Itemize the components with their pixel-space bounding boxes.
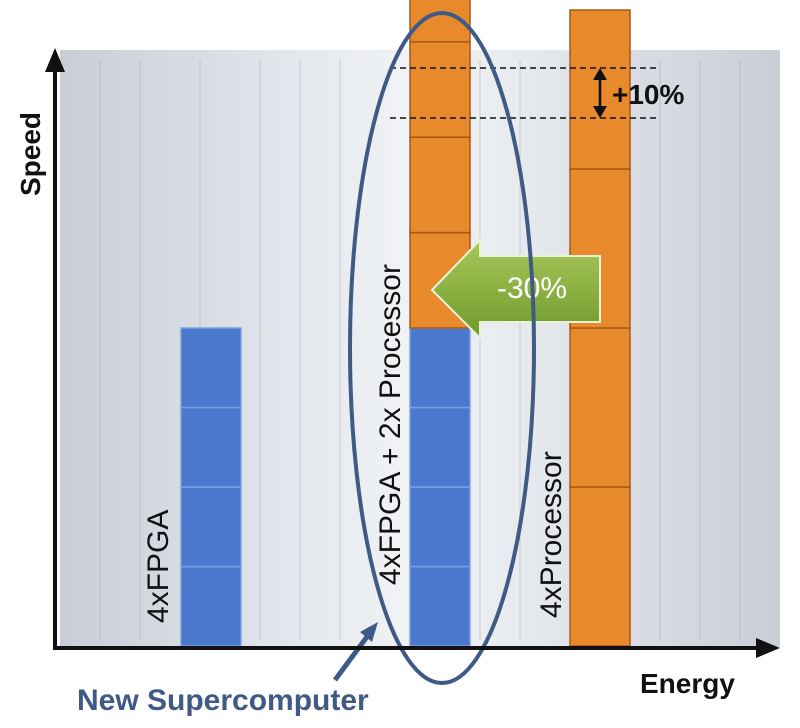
bar-segment-fpga <box>409 406 471 488</box>
bar-label-processor: 4xProcessor <box>535 451 568 618</box>
bar-segment-fpga <box>180 327 242 409</box>
bar-segment-processor <box>409 41 471 138</box>
speed-gain-label: +10% <box>612 79 684 110</box>
ellipse-caption: New Supercomputer <box>77 684 369 717</box>
y-axis-arrowhead <box>45 48 65 72</box>
bar-segment-processor <box>409 136 471 234</box>
bar-segment-fpga <box>180 486 242 568</box>
bar-segment-fpga <box>409 486 471 568</box>
speed-gain-marker: +10% <box>390 67 684 119</box>
bar-segment-fpga <box>180 406 242 488</box>
y-axis-label: Speed <box>15 112 46 196</box>
bar-segment-fpga <box>409 327 471 409</box>
bar-segment-fpga <box>409 565 471 647</box>
bar-segment-fpga <box>180 565 242 647</box>
x-axis-label: Energy <box>640 668 735 699</box>
bar-label-fpga: 4xFPGA <box>142 510 175 623</box>
axes <box>45 48 780 658</box>
bar-segment-processor <box>569 327 631 488</box>
bar-label-hybrid: 4xFPGA + 2x Processor <box>374 264 407 585</box>
highlight-ellipse <box>348 11 536 685</box>
x-axis-arrowhead <box>756 638 780 658</box>
bar-segment-processor <box>569 486 631 647</box>
caption-arrow <box>332 622 378 682</box>
